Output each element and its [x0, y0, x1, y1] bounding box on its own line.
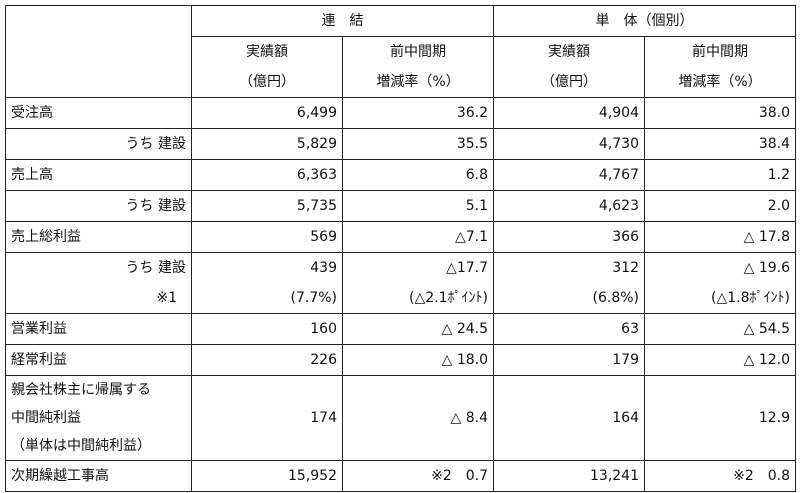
cell-c-rate: 36.2 — [342, 97, 494, 129]
cell-c-rate: 5.1 — [342, 190, 494, 222]
cell-s-actual: 13,241 — [493, 460, 645, 492]
table-row: 営業利益 160 △ 24.5 63 △ 54.5 — [5, 313, 796, 345]
cell-c-actual: 226 — [191, 344, 343, 376]
row-label: うち 建設 — [5, 190, 192, 222]
cell-c-actual: 5,735 — [191, 190, 343, 222]
row-label: 営業利益 — [5, 313, 192, 345]
header-row-sub2: （億円） 増減率（%） （億円） 増減率（%） — [6, 67, 796, 98]
cell-s-rate: 12.9 — [644, 375, 796, 461]
table-row: ※1 (7.7%) (△2.1ﾎﾟｲﾝﾄ) (6.8%) (△1.8ﾎﾟｲﾝﾄ) — [5, 283, 796, 314]
table-row: うち 建設 5,735 5.1 4,623 2.0 — [5, 190, 796, 222]
cell-s-actual: 312 — [493, 252, 645, 283]
header-row-sub1: 実績額 前中間期 実績額 前中間期 — [6, 36, 796, 67]
header-blank-cell — [5, 5, 192, 98]
cell-c-rate: 6.8 — [342, 159, 494, 191]
cell-c-actual: 569 — [191, 221, 343, 253]
header-c-rate-1: 前中間期 — [342, 36, 494, 67]
table-row: 親会社株主に帰属する 中間純利益 （単体は中間純利益） 174 △ 8.4 16… — [5, 375, 796, 461]
header-s-rate-2: 増減率（%） — [644, 67, 796, 98]
row-label: 受注高 — [5, 97, 192, 129]
header-s-rate-1: 前中間期 — [644, 36, 796, 67]
cell-s-actual: 4,904 — [493, 97, 645, 129]
cell-s-actual: 164 — [493, 375, 645, 461]
cell-s-rate: △ 54.5 — [644, 313, 796, 345]
row-label: 売上高 — [5, 159, 192, 191]
table-row: うち 建設 439 △17.7 312 △ 19.6 — [5, 252, 796, 283]
cell-s-rate: △ 12.0 — [644, 344, 796, 376]
header-consolidated: 連 結 — [191, 5, 494, 37]
table-row: 次期繰越工事高 15,952 ※2 0.7 13,241 ※2 0.8 — [5, 460, 796, 492]
cell-s-rate: 38.0 — [644, 97, 796, 129]
cell-s-rate: △ 17.8 — [644, 221, 796, 253]
financial-summary-table: 連 結 単 体（個別） 実績額 前中間期 実績額 前中間期 （億円） 増減率（%… — [5, 5, 796, 492]
cell-c-actual: (7.7%) — [191, 283, 343, 314]
row-label-line3: （単体は中間純利益） — [11, 438, 151, 454]
cell-s-rate: 2.0 — [644, 190, 796, 222]
header-row-groups: 連 結 単 体（個別） — [5, 5, 796, 98]
cell-s-actual: 4,767 — [493, 159, 645, 191]
cell-c-actual: 439 — [191, 252, 343, 283]
cell-c-actual: 174 — [191, 375, 343, 461]
cell-c-rate: △7.1 — [342, 221, 494, 253]
footnote-1-label: ※1 — [5, 283, 192, 314]
cell-c-actual: 6,499 — [191, 97, 343, 129]
table-row: 経常利益 226 △ 18.0 179 △ 12.0 — [5, 344, 796, 376]
header-c-rate-2: 増減率（%） — [342, 67, 494, 98]
row-label: 経常利益 — [5, 344, 192, 376]
header-c-actual-1: 実績額 — [191, 36, 343, 67]
table-row: うち 建設 5,829 35.5 4,730 38.4 — [5, 128, 796, 160]
row-label: うち 建設 — [5, 128, 192, 160]
cell-c-actual: 5,829 — [191, 128, 343, 160]
cell-s-rate: 38.4 — [644, 128, 796, 160]
header-c-actual-2: （億円） — [191, 67, 343, 98]
cell-s-rate: 1.2 — [644, 159, 796, 191]
cell-c-rate: △ 18.0 — [342, 344, 494, 376]
row-label: 次期繰越工事高 — [5, 460, 192, 492]
cell-s-actual: 4,623 — [493, 190, 645, 222]
cell-c-rate: (△2.1ﾎﾟｲﾝﾄ) — [342, 283, 494, 314]
header-s-actual-2: （億円） — [493, 67, 645, 98]
cell-s-rate: ※2 0.8 — [644, 460, 796, 492]
cell-s-actual: 366 — [493, 221, 645, 253]
row-label-line1: 親会社株主に帰属する — [11, 382, 151, 398]
table-row: 売上総利益 569 △7.1 366 △ 17.8 — [5, 221, 796, 253]
header-s-actual-1: 実績額 — [493, 36, 645, 67]
cell-s-actual: 179 — [493, 344, 645, 376]
cell-c-rate: △ 8.4 — [342, 375, 494, 461]
cell-s-rate: (△1.8ﾎﾟｲﾝﾄ) — [644, 283, 796, 314]
cell-s-rate: △ 19.6 — [644, 252, 796, 283]
cell-s-actual: (6.8%) — [493, 283, 645, 314]
row-label: うち 建設 — [5, 252, 192, 283]
cell-c-actual: 160 — [191, 313, 343, 345]
cell-c-rate: ※2 0.7 — [342, 460, 494, 492]
cell-c-rate: △ 24.5 — [342, 313, 494, 345]
cell-s-actual: 4,730 — [493, 128, 645, 160]
cell-s-actual: 63 — [493, 313, 645, 345]
table-row: 受注高 6,499 36.2 4,904 38.0 — [5, 97, 796, 129]
cell-c-actual: 6,363 — [191, 159, 343, 191]
cell-c-rate: 35.5 — [342, 128, 494, 160]
table-row: 売上高 6,363 6.8 4,767 1.2 — [5, 159, 796, 191]
row-label-line2: 中間純利益 — [11, 410, 81, 426]
row-label-multiline: 親会社株主に帰属する 中間純利益 （単体は中間純利益） — [5, 375, 192, 461]
cell-c-actual: 15,952 — [191, 460, 343, 492]
header-standalone: 単 体（個別） — [493, 5, 796, 37]
row-label: 売上総利益 — [5, 221, 192, 253]
cell-c-rate: △17.7 — [342, 252, 494, 283]
